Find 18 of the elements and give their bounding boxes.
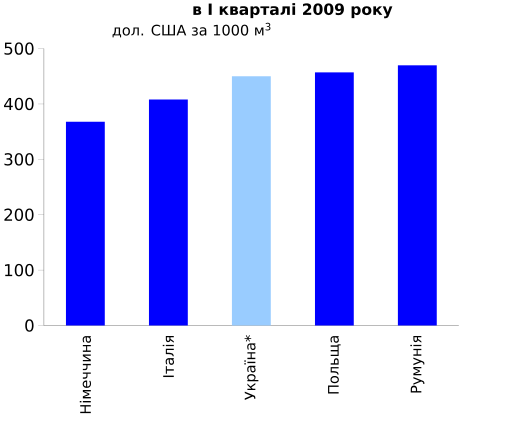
- y-tick-label: 100: [5, 264, 34, 276]
- bar: [66, 122, 105, 326]
- y-tick-label: 400: [4, 98, 34, 110]
- bar: [314, 72, 354, 326]
- x-tick-label: Німеччина: [80, 336, 92, 414]
- chart-subtitle: дол. США за 1000 м$^{3}$: [112, 22, 270, 38]
- bar: [148, 100, 188, 326]
- chart-title: в І кварталі 2009 року: [193, 3, 392, 18]
- bar: [398, 65, 437, 326]
- x-tick-label: Італія: [162, 336, 174, 378]
- bar: [232, 76, 271, 326]
- y-tick-label: 300: [4, 153, 34, 166]
- x-tick-label: Польща: [328, 336, 341, 394]
- x-tick-label: Румунія: [410, 336, 424, 393]
- y-tick-label: 0: [25, 319, 34, 332]
- y-tick-label: 200: [4, 208, 34, 221]
- x-tick-label: Україна*: [244, 335, 258, 400]
- y-tick-label: 500: [4, 42, 34, 55]
